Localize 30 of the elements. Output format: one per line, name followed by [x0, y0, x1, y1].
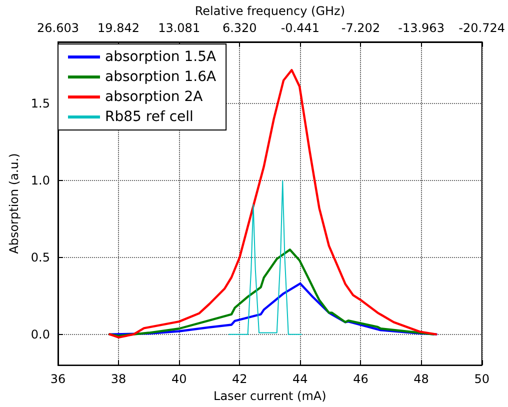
- x-axis-title: Laser current (mA): [214, 389, 326, 403]
- line-series: [228, 180, 302, 335]
- x2-tick-label: 13.081: [158, 20, 200, 35]
- legend-label: Rb85 ref cell: [105, 109, 194, 125]
- line-series: [108, 282, 438, 336]
- x-tick-label: 48: [414, 372, 429, 386]
- legend-label: absorption 1.6A: [105, 69, 216, 85]
- x-tick-label: 46: [353, 372, 368, 386]
- y-tick-label: 1.0: [30, 173, 50, 188]
- x2-tick-label: 19.842: [98, 20, 140, 35]
- x-tick-label: 44: [292, 372, 308, 386]
- x2-tick-label: -20.724: [458, 20, 506, 35]
- y-tick-label: 0.5: [30, 250, 50, 264]
- x2-tick-label: -13.963: [398, 20, 444, 35]
- x2-tick-label: 6.320: [222, 20, 257, 35]
- legend-label: absorption 1.5A: [105, 49, 216, 65]
- x2-tick-label: 26.603: [36, 20, 79, 35]
- y-tick-label: 0.0: [30, 327, 50, 342]
- y-tick-label: 1.5: [30, 96, 50, 110]
- x-tick-label: 50: [474, 372, 490, 386]
- x2-tick-label: -0.441: [280, 20, 320, 35]
- line-series: [108, 248, 434, 337]
- x-tick-label: 36: [50, 372, 66, 386]
- y-axis-title: Absorption (a.u.): [7, 153, 21, 254]
- x-tick-label: 38: [110, 372, 126, 386]
- x-tick-label: 40: [171, 372, 187, 386]
- x-tick-label: 42: [232, 372, 248, 386]
- x2-tick-label: -7.202: [341, 20, 380, 35]
- x2-axis-title: Relative frequency (GHz): [194, 4, 346, 18]
- legend-label: absorption 2A: [105, 89, 204, 105]
